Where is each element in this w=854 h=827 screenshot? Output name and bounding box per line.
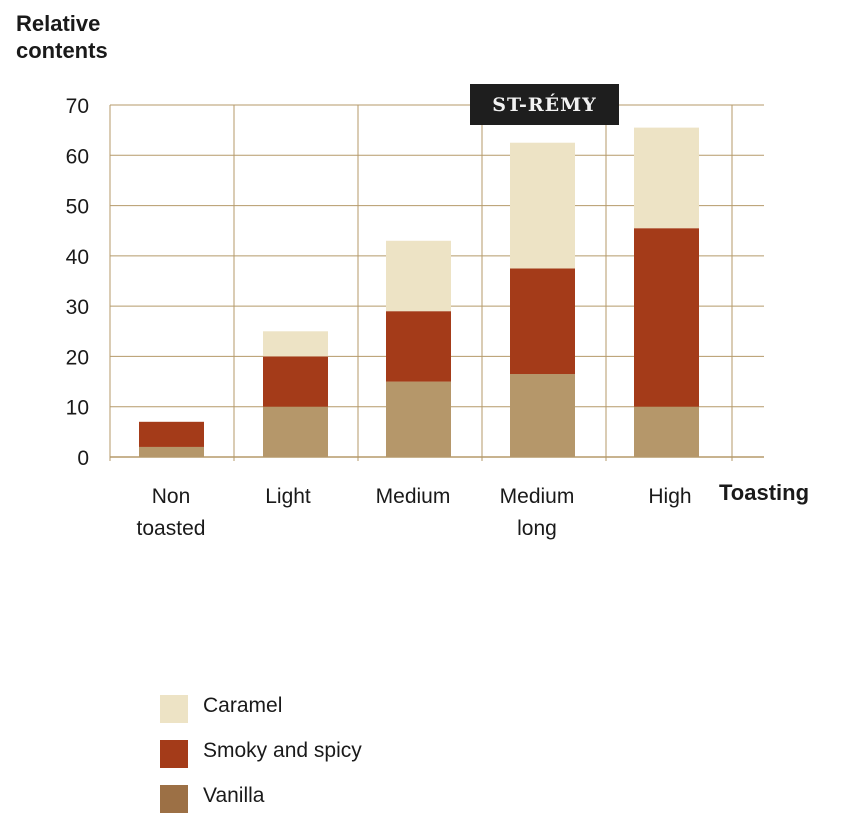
bar-vanilla-high: [634, 406, 699, 457]
bar-smoky-and-spicy-medium-long: [510, 268, 575, 375]
category-label-high: High: [648, 485, 692, 508]
legend-label-vanilla: Vanilla: [203, 784, 265, 807]
legend-label-caramel: Caramel: [203, 694, 283, 717]
bar-vanilla-medium: [386, 381, 451, 457]
category-label-non-toasted: Non toasted: [136, 485, 206, 540]
legend-swatch-caramel: [160, 695, 188, 723]
y-tick-label-30: 30: [66, 296, 89, 319]
category-label-medium-long: Medium long: [499, 485, 575, 540]
category-label-light: Light: [265, 485, 311, 508]
bar-vanilla-light: [263, 406, 328, 457]
bar-smoky-and-spicy-light: [263, 356, 328, 407]
bar-smoky-and-spicy-non-toasted: [139, 421, 204, 447]
y-axis-label: Relative contents: [16, 11, 108, 63]
y-tick-label-70: 70: [66, 95, 89, 118]
category-label-medium: Medium: [375, 485, 451, 508]
y-tick-label-50: 50: [66, 196, 89, 219]
bar-vanilla-medium-long: [510, 374, 575, 457]
y-tick-label-20: 20: [66, 346, 89, 369]
bar-vanilla-non-toasted: [139, 446, 204, 457]
st-remy-logo: ST-RÉMY: [470, 84, 619, 125]
bar-smoky-and-spicy-high: [634, 228, 699, 407]
y-tick-label-10: 10: [66, 397, 89, 420]
y-tick-label-0: 0: [77, 447, 89, 470]
bar-caramel-light: [263, 331, 328, 357]
legend-swatch-vanilla: [160, 785, 188, 813]
bar-smoky-and-spicy-medium: [386, 311, 451, 382]
bar-caramel-high: [634, 127, 699, 229]
bar-caramel-medium-long: [510, 142, 575, 269]
legend-swatch-smoky-and-spicy: [160, 740, 188, 768]
y-tick-label-60: 60: [66, 145, 89, 168]
legend-label-smoky-and-spicy: Smoky and spicy: [203, 739, 362, 762]
y-tick-label-40: 40: [66, 246, 89, 269]
bar-caramel-medium: [386, 240, 451, 312]
x-axis-label: Toasting: [719, 480, 810, 505]
